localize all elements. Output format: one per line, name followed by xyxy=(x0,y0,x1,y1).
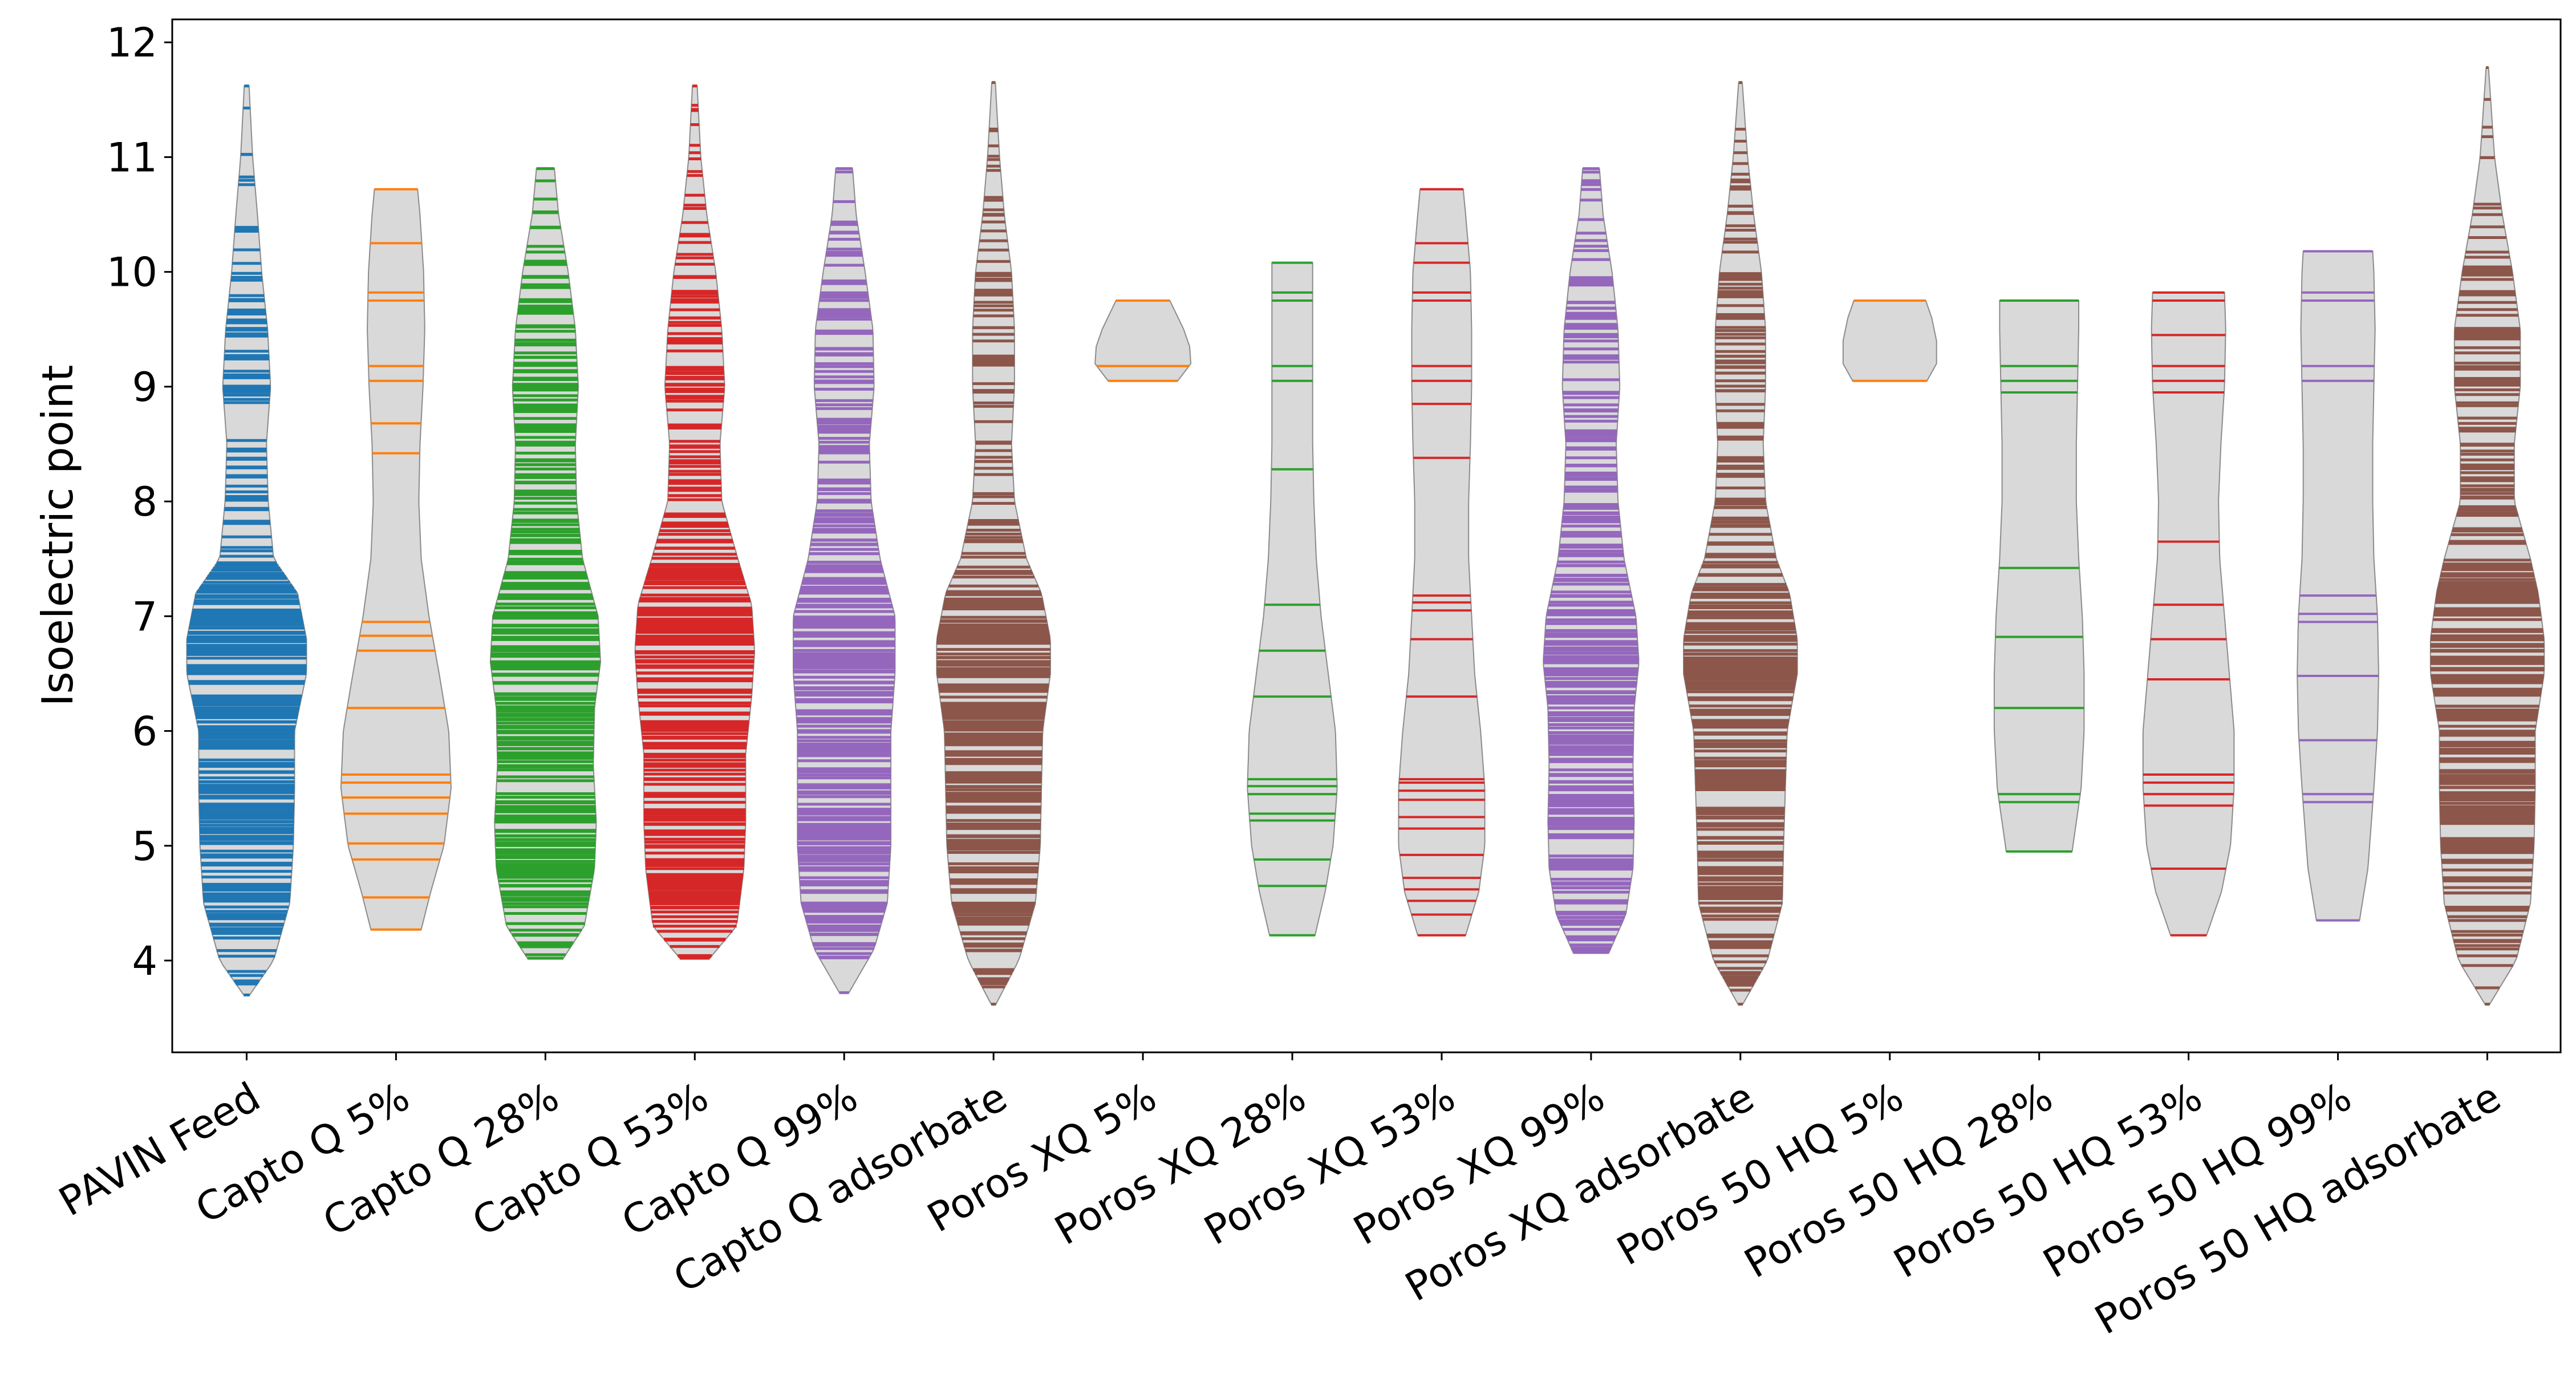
y-tick-label: 7 xyxy=(132,593,157,640)
violin xyxy=(1842,299,1937,382)
violin xyxy=(1398,188,1486,937)
y-tick-label: 4 xyxy=(132,938,157,984)
violin xyxy=(186,84,307,996)
y-tick-label: 11 xyxy=(107,134,157,181)
violin xyxy=(340,188,452,931)
violin xyxy=(2429,66,2545,1006)
violin xyxy=(793,167,896,994)
violin xyxy=(1094,299,1192,382)
violin xyxy=(1683,81,1798,1006)
violin xyxy=(1247,261,1338,937)
violin-body xyxy=(1993,300,2085,852)
violin xyxy=(1543,167,1640,954)
violins xyxy=(186,66,2545,1006)
x-tick-label: Poros XQ 28% xyxy=(1047,1073,1313,1254)
violin xyxy=(936,81,1051,1006)
violin-body xyxy=(2142,291,2235,936)
violin-body xyxy=(1842,300,1937,382)
violin xyxy=(1993,299,2085,853)
y-tick-label: 10 xyxy=(107,249,157,296)
violin xyxy=(2142,291,2235,937)
violin xyxy=(2297,250,2379,922)
y-tick-label: 6 xyxy=(132,708,157,755)
violin-body xyxy=(2297,250,2379,921)
y-tick-label: 5 xyxy=(132,823,157,870)
y-axis-label: Isoelectric point xyxy=(33,365,83,707)
y-axis: 4 5 6 7 8 9 10 11 12 xyxy=(107,19,172,984)
y-tick-label: 9 xyxy=(132,364,157,411)
x-tick-label: Poros XQ 53% xyxy=(1196,1073,1463,1254)
y-tick-label: 12 xyxy=(107,19,157,66)
violin xyxy=(489,167,602,960)
violin xyxy=(634,84,756,960)
y-tick-label: 8 xyxy=(132,479,157,525)
